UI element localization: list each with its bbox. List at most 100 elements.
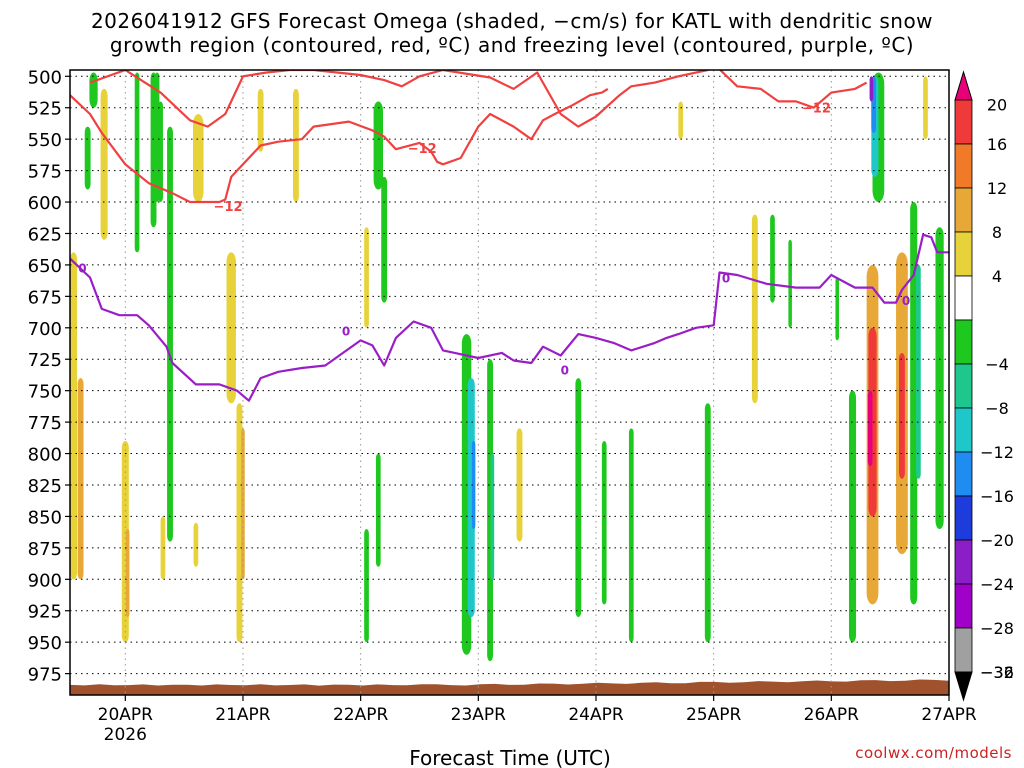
omega-cell — [292, 88, 299, 203]
colorbar-band — [954, 539, 973, 585]
omega-cell — [867, 390, 873, 467]
omega-cell — [70, 252, 78, 580]
colorbar-label: 12 — [987, 179, 1007, 198]
y-tick-label: 800 — [28, 445, 62, 466]
omega-cell — [788, 239, 792, 328]
omega-cell — [373, 101, 384, 190]
omega-cell — [160, 516, 166, 580]
omega-cell — [923, 76, 928, 140]
y-tick-label: 875 — [28, 539, 62, 560]
colorbar-band — [954, 99, 973, 145]
x-tick-year-label: 2026 — [104, 725, 147, 745]
colorbar-label: −12 — [980, 443, 1014, 462]
omega-cell — [835, 277, 839, 341]
y-tick-label: 550 — [28, 130, 62, 151]
omega-cell — [381, 176, 388, 303]
contour-lines — [70, 70, 949, 402]
omega-cell — [89, 72, 98, 108]
y-tick-label: 925 — [28, 602, 62, 623]
dgz-contour-label: −12 — [802, 102, 831, 117]
colorbar-band — [954, 407, 973, 453]
y-tick-label: 975 — [28, 665, 62, 686]
y-tick-label: 525 — [28, 99, 62, 120]
chart-title-line-2: growth region (contoured, red, ºC) and f… — [109, 33, 915, 57]
omega-cell — [678, 101, 684, 140]
omega-cell — [916, 264, 921, 479]
y-tick-label: 775 — [28, 413, 62, 434]
colorbar-label: −24 — [980, 575, 1014, 594]
freezing-contour-label: 0 — [78, 261, 86, 275]
x-tick-label: 20APR — [98, 705, 154, 725]
y-tick-label: 825 — [28, 476, 62, 497]
x-tick-label: 27APR — [921, 705, 977, 725]
y-tick-label: 725 — [28, 350, 62, 371]
y-tick-label: 625 — [28, 224, 62, 245]
x-tick-label: 25APR — [686, 705, 742, 725]
contour-labels: −12 −12 −12 0 0 0 0 0 — [78, 102, 910, 378]
omega-cell — [704, 403, 711, 643]
colorbar-band — [954, 275, 973, 321]
omega-cell — [770, 214, 775, 303]
omega-cell — [158, 101, 163, 203]
y-tick-label: 850 — [28, 507, 62, 528]
omega-cell — [77, 378, 84, 580]
y-axis: 500 525 550 575 600 625 650 675 700 725 750 775 800 8… — [28, 67, 70, 686]
omega-shading — [70, 72, 949, 695]
omega-cell — [516, 428, 523, 542]
freezing-level-contour — [70, 233, 949, 402]
colorbar-band — [954, 231, 973, 277]
terrain-fill — [70, 679, 949, 695]
omega-cell — [236, 403, 243, 643]
y-tick-label: 675 — [28, 287, 62, 308]
x-tick-label: 21APR — [215, 705, 271, 725]
colorbar-band — [954, 143, 973, 189]
chart-title-line-1: 2026041912 GFS Forecast Omega (shaded, −… — [90, 9, 934, 33]
omega-cell — [910, 202, 918, 605]
omega-cell — [869, 76, 874, 102]
plot-frame — [69, 69, 950, 696]
colorbar-label: −28 — [980, 619, 1014, 638]
omega-cell — [490, 453, 495, 580]
omega-cell — [125, 529, 130, 618]
freezing-contour-label: 0 — [902, 294, 910, 308]
y-tick-label: 700 — [28, 319, 62, 340]
colorbar-bottom-arrow — [954, 671, 973, 702]
y-tick-label: 750 — [28, 382, 62, 403]
gridlines — [70, 70, 949, 695]
y-tick-label: 900 — [28, 570, 62, 591]
x-axis: 20APR 21APR 22APR 23APR 24APR 25APR 26APR 27APR… — [98, 695, 977, 745]
colorbar: 20 16 12 8 4 −4 −8 −12 −16 −20 −24 −28 −32−36 — [954, 70, 1014, 702]
omega-cell — [241, 428, 245, 580]
freezing-contour-label: 0 — [561, 363, 569, 377]
dgz-contour-lower — [70, 87, 609, 204]
colorbar-band — [954, 187, 973, 233]
colorbar-label: −8 — [985, 399, 1009, 418]
omega-cell — [226, 252, 236, 404]
y-tick-label: 575 — [28, 162, 62, 183]
omega-cell — [575, 378, 582, 618]
colorbar-label: 8 — [992, 223, 1002, 242]
colorbar-label: −36 — [980, 663, 1014, 682]
colorbar-band — [954, 451, 973, 497]
colorbar-band — [954, 363, 973, 409]
omega-cell — [467, 378, 475, 618]
x-tick-label: 23APR — [451, 705, 507, 725]
colorbar-top-arrow — [954, 70, 973, 101]
omega-cell — [487, 359, 494, 662]
x-tick-label: 26APR — [804, 705, 860, 725]
omega-cell — [84, 126, 91, 190]
colorbar-band — [954, 583, 973, 629]
y-tick-label: 950 — [28, 633, 62, 654]
dgz-contour-upper — [89, 70, 868, 128]
freezing-contour-label: 0 — [722, 271, 730, 285]
omega-cell — [192, 114, 204, 203]
omega-cell — [134, 72, 140, 253]
omega-cell — [898, 352, 905, 479]
colorbar-label: 16 — [987, 135, 1007, 154]
x-axis-label: Forecast Time (UTC) — [409, 746, 611, 768]
omega-cell — [100, 88, 108, 240]
freezing-contour-label: 0 — [342, 324, 350, 338]
colorbar-band — [954, 319, 973, 365]
colorbar-label: −20 — [980, 531, 1014, 550]
omega-cell — [751, 214, 758, 404]
